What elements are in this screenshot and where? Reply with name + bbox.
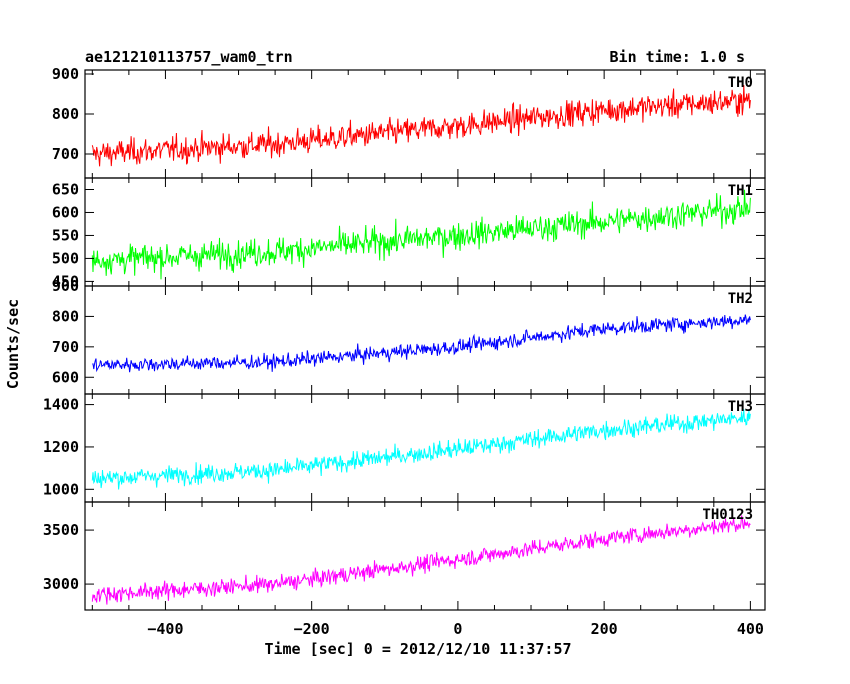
x-tick-label: −400: [147, 620, 183, 638]
x-axis-label: Time [sec] 0 = 2012/12/10 11:37:57: [264, 640, 571, 658]
panel-stack: 700 800 900 TH0 450 500 550 600 650 TH1 600 700 800 9…: [43, 65, 766, 638]
y-tick-label: 600: [52, 368, 79, 386]
y-tick-label: 700: [52, 145, 79, 163]
y-tick-label: 650: [52, 180, 79, 198]
panel-name-label: TH0: [728, 75, 753, 91]
y-tick-label: 700: [52, 338, 79, 356]
bin-time-label: Bin time: 1.0 s: [610, 48, 745, 66]
y-tick-label: 450: [52, 272, 79, 290]
x-tick-label: 400: [737, 620, 764, 638]
panel-frame: [84, 393, 766, 503]
panel-name-label: TH2: [728, 291, 753, 307]
panel-th3: 1000 1200 1400 TH3: [43, 393, 766, 503]
y-tick-label: 3500: [43, 521, 79, 539]
panel-frame: [84, 501, 766, 611]
series-line-th2: [92, 314, 751, 373]
y-tick-label: 900: [52, 65, 79, 83]
panel-th1: 450 500 550 600 650 TH1: [52, 177, 766, 290]
y-tick-label: 600: [52, 203, 79, 221]
observation-id: ae121210113757_wam0_trn: [85, 48, 293, 66]
y-axis-label: Counts/sec: [4, 299, 22, 389]
series-line-th0: [91, 85, 751, 167]
panel-th0123: 3000 3500 TH0123: [43, 501, 766, 611]
panel-th2: 600 700 800 900 TH2: [52, 277, 766, 395]
y-tick-label: 1200: [43, 438, 79, 456]
series-line-th0123: [91, 515, 751, 605]
y-tick-label: 800: [52, 307, 79, 325]
panel-name-label: TH3: [728, 399, 753, 415]
x-tick-label: −200: [294, 620, 330, 638]
y-tick-label: 550: [52, 226, 79, 244]
y-tick-label: 1400: [43, 396, 79, 414]
panel-name-label: TH1: [728, 183, 753, 199]
series-line-th1: [91, 189, 751, 280]
series-line-th3: [91, 409, 751, 490]
y-tick-label: 500: [52, 249, 79, 267]
y-tick-label: 800: [52, 105, 79, 123]
y-tick-label: 3000: [43, 575, 79, 593]
y-tick-label: 1000: [43, 480, 79, 498]
panel-name-label: TH0123: [702, 507, 753, 523]
x-tick-label: 200: [591, 620, 618, 638]
y-tick-label: 900: [52, 277, 79, 295]
panel-frame: [84, 285, 766, 395]
panel-th0: 700 800 900 TH0: [52, 65, 766, 179]
x-tick-label: 0: [453, 620, 462, 638]
panel-frame: [84, 177, 766, 287]
